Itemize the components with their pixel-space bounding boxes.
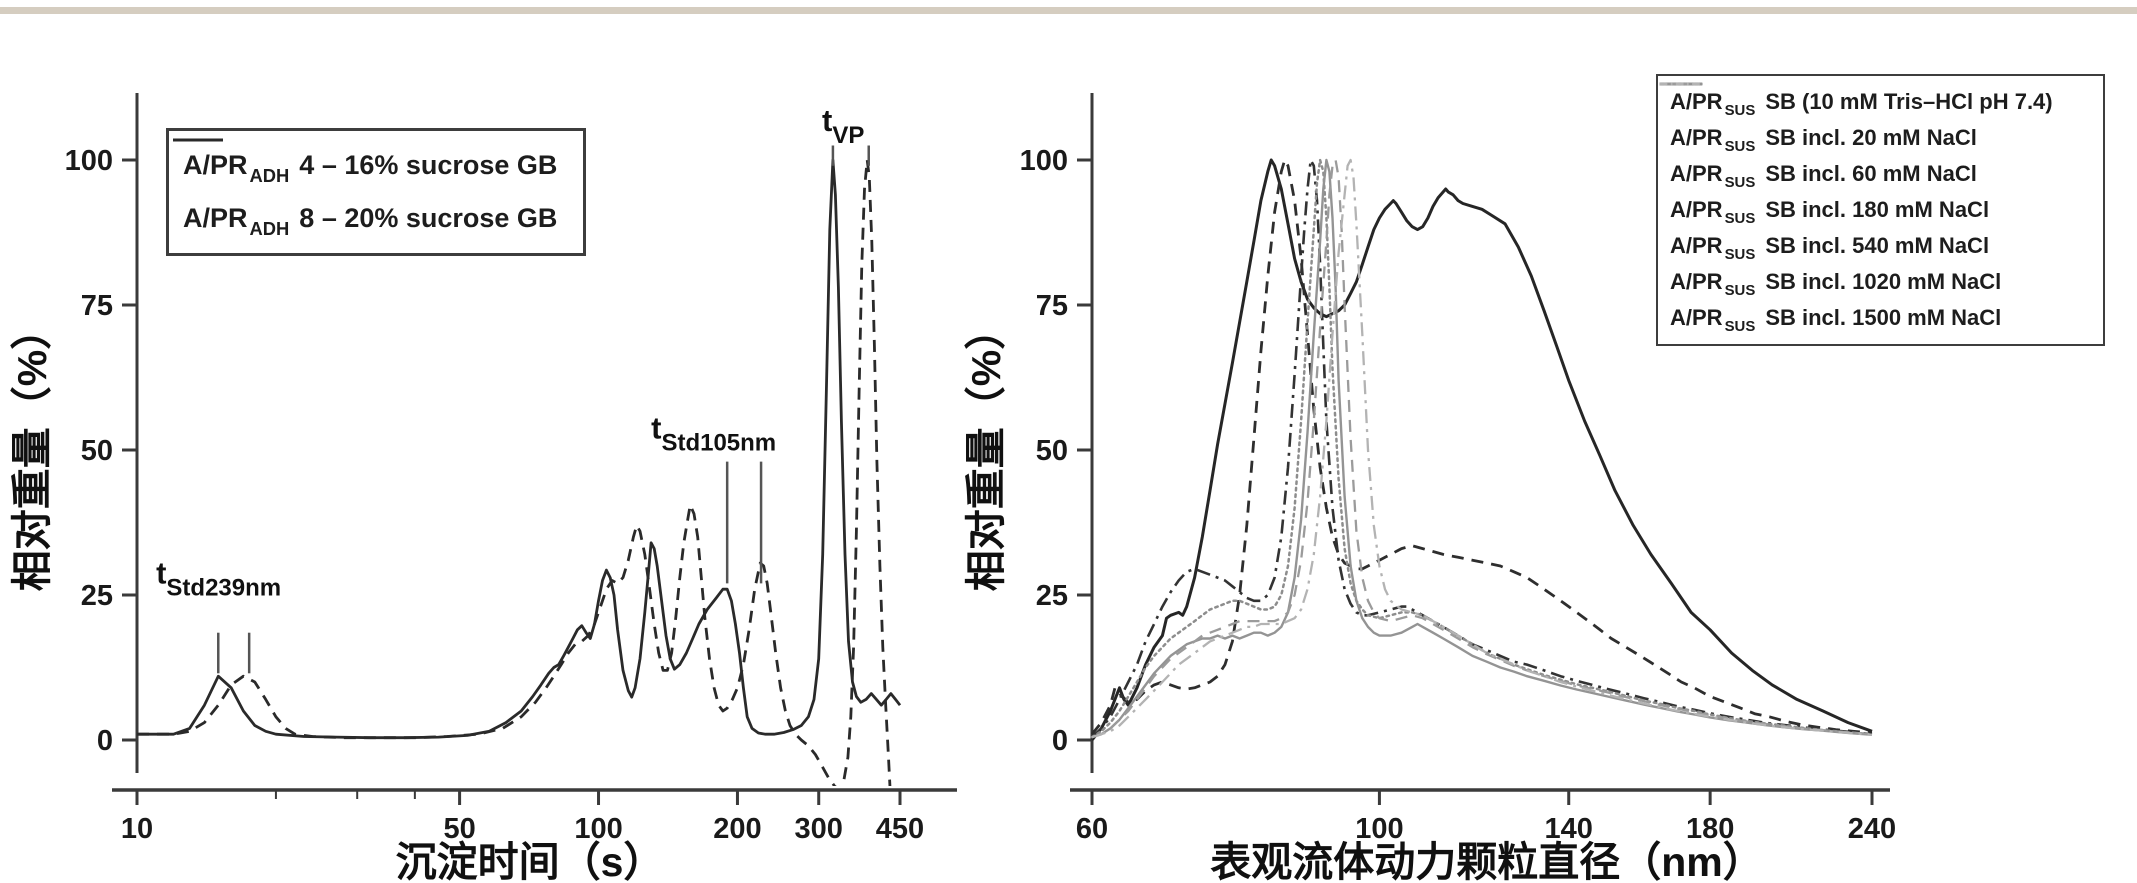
x-tick-label: 100 (574, 813, 622, 845)
x-tick-label: 140 (1545, 813, 1593, 845)
annotation-label: tStd105nm (651, 410, 776, 456)
curve-right-1 (1090, 158, 1873, 736)
y-tick-label: 25 (81, 580, 113, 612)
legend-item-label: A/PR SUS SB incl. 540 mM NaCl (1670, 233, 1990, 264)
right-chart-x-axis-title: 表观流体动力颗粒直径（nm） (1210, 839, 1764, 883)
y-tick-label: 75 (1036, 290, 1068, 322)
curve-left-0 (137, 158, 902, 740)
top-strip (0, 7, 2137, 14)
y-tick-label: 75 (81, 290, 113, 322)
y-tick-label: 25 (1036, 580, 1068, 612)
legend-item-label: A/PR ADH 8 – 20% sucrose GB (183, 203, 558, 239)
y-tick-label: 100 (65, 145, 113, 177)
x-tick-label: 450 (876, 813, 924, 845)
annotation-label: tStd239nm (156, 555, 281, 601)
x-tick-label: 100 (1355, 813, 1403, 845)
legend-item-label: A/PR SUS SB incl. 20 mM NaCl (1670, 125, 1977, 156)
annotation-VP: tVP (822, 103, 870, 166)
x-tick-label: 200 (713, 813, 761, 845)
legend-line-swatch (173, 138, 223, 142)
legend-item-label: A/PR ADH 4 – 16% sucrose GB (183, 150, 558, 186)
curve-right-4 (1091, 158, 1873, 739)
annotation-label: tVP (822, 103, 864, 149)
y-tick-label: 50 (81, 435, 113, 467)
legend-item-label: A/PR SUS SB incl. 1020 mM NaCl (1670, 269, 2002, 300)
curve-left-1 (137, 158, 892, 786)
legend-item: A/PR SUS SB incl. 540 mM NaCl (1659, 82, 2091, 264)
legend-item: A/PR SUS SB incl. 60 mM NaCl (1659, 82, 2091, 192)
x-tick-label: 50 (443, 813, 475, 845)
annotation-Std105nm: tStd105nm (651, 410, 776, 584)
x-tick-label: 240 (1848, 813, 1896, 845)
curve-right-0 (1090, 158, 1873, 741)
x-tick-label: 10 (121, 813, 153, 845)
legend-item: A/PR SUS SB incl. 180 mM NaCl (1659, 82, 2091, 228)
right-chart-y-axis-title: 相对重量（%） (963, 309, 1009, 591)
legend-left: A/PR ADH 4 – 16% sucrose GB A/PR ADH 8 – 20% … (166, 128, 586, 256)
legend-item-label: A/PR SUS SB (10 mM Tris–HCl pH 7.4) (1670, 89, 2053, 120)
legend-item-label: A/PR SUS SB incl. 1500 mM NaCl (1670, 305, 2002, 336)
y-tick-label: 0 (1052, 725, 1068, 757)
chart-right: 0 25 50 75 100 60 100 140 180 240 (1020, 93, 1896, 845)
curve-right-2 (1091, 158, 1873, 739)
left-chart-y-axis-title: 相对重量（%） (9, 309, 55, 591)
legend-item: A/PR SUS SB incl. 1020 mM NaCl (1659, 82, 2091, 300)
legend-item: A/PR ADH 8 – 20% sucrose GB (173, 138, 569, 245)
legend-item: A/PR ADH 4 – 16% sucrose GB (173, 138, 569, 192)
legend-item: A/PR SUS SB (10 mM Tris–HCl pH 7.4) (1659, 82, 2091, 120)
legend-item: A/PR SUS SB incl. 1500 mM NaCl (1659, 82, 2091, 336)
x-tick-label: 180 (1686, 813, 1734, 845)
legend-line-swatch (1659, 82, 1703, 86)
legend-item: A/PR SUS SB incl. 20 mM NaCl (1659, 82, 2091, 156)
y-tick-label: 0 (97, 725, 113, 757)
legend-item-label: A/PR SUS SB incl. 60 mM NaCl (1670, 161, 1977, 192)
legend-item-label: A/PR SUS SB incl. 180 mM NaCl (1670, 197, 1990, 228)
x-tick-label: 60 (1076, 813, 1108, 845)
x-tick-label: 300 (795, 813, 843, 845)
y-tick-label: 50 (1036, 435, 1068, 467)
y-tick-label: 100 (1020, 145, 1068, 177)
annotation-Std239nm: tStd239nm (156, 555, 281, 674)
left-chart-x-axis-title: 沉淀时间（s） (396, 839, 665, 883)
curve-right-6 (1091, 158, 1873, 739)
legend-right: A/PR SUS SB (10 mM Tris–HCl pH 7.4) A/PR SUS… (1656, 74, 2105, 346)
curve-right-5 (1091, 158, 1873, 739)
